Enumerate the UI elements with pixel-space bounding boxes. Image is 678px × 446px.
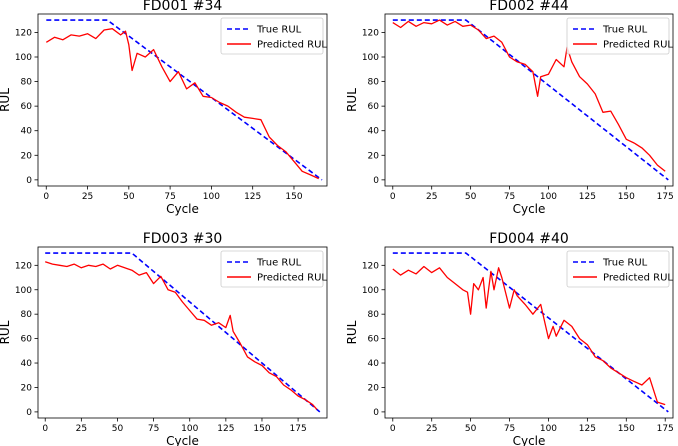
chart-1-x-tick-label: 125 — [244, 192, 261, 202]
chart-1-x-axis-label: Cycle — [166, 202, 199, 216]
chart-4-y-tick-label: 60 — [368, 335, 380, 345]
chart-3-x-tick-label: 100 — [181, 424, 198, 434]
chart-4-x-tick-label: 150 — [618, 424, 635, 434]
chart-4-y-tick-label: 120 — [362, 261, 379, 271]
chart-4-legend — [566, 250, 670, 288]
chart-1-legend-label-2: Predicted RUL — [257, 40, 327, 51]
chart-panel-1: FD001 #34 0 25 50 75 100 125 150 0 20 40 60 80 100 120… — [0, 0, 328, 216]
chart-2-legend-label-2: Predicted RUL — [603, 40, 673, 51]
chart-3-series-true-rul-line — [45, 252, 321, 413]
chart-1-y-tick-label: 60 — [21, 102, 33, 112]
chart-3-x-tick-label: 25 — [76, 424, 87, 434]
chart-1-y-tick-label: 100 — [15, 53, 32, 63]
chart-1-legend — [220, 17, 324, 55]
chart-3-y-tick-label: 100 — [15, 286, 32, 296]
chart-1-y-tick-label: 120 — [15, 28, 32, 38]
chart-2-legend — [566, 17, 670, 55]
chart-4-y-tick-label: 20 — [368, 383, 380, 393]
chart-3-y-tick-label: 60 — [21, 335, 33, 345]
chart-2-x-tick-label: 25 — [426, 192, 437, 202]
chart-4-x-tick-label: 125 — [579, 424, 596, 434]
chart-4-y-tick-label: 100 — [362, 286, 379, 296]
chart-2-y-tick-label: 80 — [368, 78, 380, 88]
chart-panel-3: FD003 #30 0 25 50 75 100 125 150 175 0 20 40 60 80 100… — [0, 231, 328, 446]
chart-2-x-tick-label: 175 — [657, 192, 674, 202]
chart-2-x-axis-label: Cycle — [513, 202, 546, 216]
chart-1-y-tick-label: 40 — [21, 127, 33, 137]
chart-3-x-tick-label: 125 — [217, 424, 234, 434]
chart-3-x-tick-label: 150 — [253, 424, 270, 434]
chart-2-legend-label-1: True RUL — [602, 25, 648, 36]
chart-4-legend-label-1: True RUL — [602, 258, 648, 269]
chart-2-x-tick-label: 100 — [540, 192, 557, 202]
chart-4-x-tick-label: 100 — [540, 424, 557, 434]
chart-1-x-tick-label: 75 — [164, 192, 175, 202]
chart-2-y-tick-label: 20 — [368, 151, 380, 161]
chart-3-x-axis-label: Cycle — [166, 434, 199, 446]
chart-1-x-tick-label: 50 — [123, 192, 135, 202]
chart-1-y-tick-label: 0 — [26, 176, 32, 186]
chart-4-legend-label-2: Predicted RUL — [603, 273, 673, 284]
chart-4-axes-frame — [384, 246, 674, 419]
chart-3-y-tick-label: 120 — [15, 261, 32, 271]
chart-4-x-tick-label: 25 — [426, 424, 437, 434]
chart-3-x-tick-label: 0 — [42, 424, 48, 434]
chart-4-x-tick-label: 0 — [390, 424, 396, 434]
chart-2-y-tick-label: 0 — [373, 176, 379, 186]
chart-3-x-tick-label: 75 — [148, 424, 159, 434]
chart-4-title: FD004 #40 — [489, 231, 569, 247]
chart-4-y-tick-label: 80 — [368, 310, 380, 320]
chart-3-series-predicted-rul-line — [44, 261, 318, 410]
chart-1-x-tick-label: 0 — [43, 192, 49, 202]
chart-2-x-tick-label: 50 — [465, 192, 477, 202]
chart-panel-4: FD004 #40 0 25 50 75 100 125 150 175 0 20 40 60 80 100… — [345, 231, 674, 446]
chart-3-legend-label-2: Predicted RUL — [257, 273, 327, 284]
chart-3-x-tick-label: 175 — [290, 424, 307, 434]
chart-3-axes-frame — [37, 246, 328, 419]
chart-4-x-tick-label: 175 — [657, 424, 674, 434]
chart-2-y-tick-label: 40 — [368, 127, 380, 137]
chart-3-x-tick-label: 50 — [112, 424, 124, 434]
chart-2-y-tick-label: 100 — [362, 53, 379, 63]
chart-1-y-tick-label: 80 — [21, 78, 33, 88]
chart-1-x-tick-label: 150 — [285, 192, 302, 202]
chart-2-series-predicted-rul-line — [392, 19, 666, 172]
chart-3-title: FD003 #30 — [143, 231, 223, 247]
chart-1-y-axis-label: RUL — [0, 88, 12, 112]
chart-4-x-axis-label: Cycle — [513, 434, 546, 446]
chart-3-y-axis-label: RUL — [0, 320, 12, 344]
chart-1-y-tick-label: 20 — [21, 151, 33, 161]
chart-3-y-tick-label: 80 — [21, 310, 33, 320]
chart-1-x-tick-label: 25 — [82, 192, 93, 202]
chart-4-y-tick-label: 0 — [373, 408, 379, 418]
chart-3-legend — [220, 250, 324, 288]
chart-2-x-tick-label: 0 — [390, 192, 396, 202]
chart-2-x-tick-label: 125 — [579, 192, 596, 202]
chart-2-y-axis-label: RUL — [345, 88, 359, 112]
chart-1-x-tick-label: 100 — [203, 192, 220, 202]
chart-4-y-tick-label: 40 — [368, 359, 380, 369]
chart-2-y-tick-label: 60 — [368, 102, 380, 112]
chart-1-series-true-rul-line — [46, 19, 323, 181]
chart-4-series-predicted-rul-line — [392, 265, 666, 406]
chart-4-x-tick-label: 50 — [465, 424, 477, 434]
chart-3-y-tick-label: 0 — [26, 408, 32, 418]
chart-1-legend-label-1: True RUL — [256, 25, 302, 36]
chart-3-y-tick-label: 20 — [21, 383, 33, 393]
chart-2-x-tick-label: 150 — [618, 192, 635, 202]
chart-panel-2: FD002 #44 0 25 50 75 100 125 150 175 0 20 40 60 80 100… — [345, 0, 674, 216]
chart-4-x-tick-label: 75 — [504, 424, 515, 434]
chart-3-legend-label-1: True RUL — [256, 258, 302, 269]
chart-1-title: FD001 #34 — [143, 0, 223, 14]
chart-2-title: FD002 #44 — [489, 0, 569, 14]
chart-2-axes-frame — [384, 13, 674, 187]
chart-2-series-true-rul-line — [392, 19, 669, 181]
chart-1-series-predicted-rul-line — [45, 28, 319, 180]
chart-2-x-tick-label: 75 — [504, 192, 515, 202]
chart-4-y-axis-label: RUL — [345, 320, 359, 344]
chart-1-axes-frame — [37, 13, 328, 187]
chart-2-y-tick-label: 120 — [362, 28, 379, 38]
chart-3-y-tick-label: 40 — [21, 359, 33, 369]
